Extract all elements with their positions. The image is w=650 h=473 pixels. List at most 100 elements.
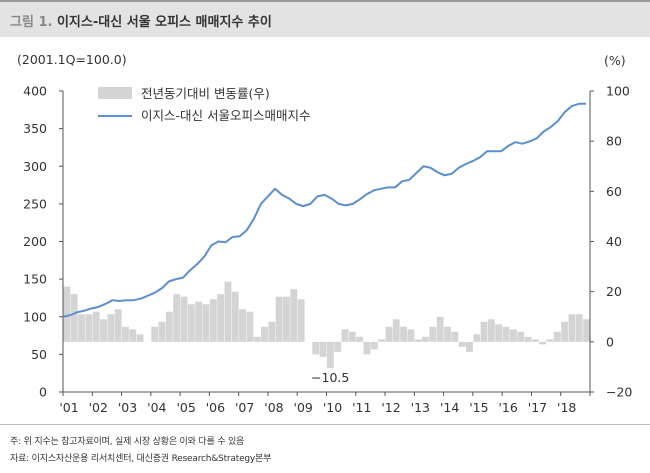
- bar: [261, 326, 268, 342]
- bar: [114, 309, 122, 342]
- bar: [326, 341, 334, 369]
- x-tick-label: '05: [176, 400, 195, 415]
- chart-title: 그림 1. 이지스-대신 서울 오피스 매매지수 추이: [10, 11, 272, 30]
- bar: [502, 326, 510, 342]
- bar: [583, 319, 590, 342]
- bar: [209, 299, 217, 342]
- left-axis-unit: (2001.1Q=100.0): [17, 52, 127, 67]
- x-tick-label: '08: [264, 400, 283, 415]
- bar: [546, 339, 554, 342]
- bar: [312, 341, 320, 355]
- bar: [341, 329, 349, 342]
- bars-layer: [63, 281, 590, 369]
- bar: [444, 326, 451, 342]
- left-tick-label: 150: [23, 272, 47, 287]
- right-tick-label: 20: [606, 284, 622, 299]
- bar: [63, 286, 71, 342]
- bar: [92, 311, 100, 342]
- bar: [487, 319, 495, 342]
- bar: [334, 341, 342, 352]
- left-tick-label: 100: [23, 309, 47, 324]
- bar: [283, 296, 290, 342]
- x-tick-label: '04: [147, 400, 166, 415]
- title-bar: 그림 1. 이지스-대신 서울 오피스 매매지수 추이: [0, 0, 650, 37]
- legend-line-label: 이지스-대신 서울오피스매매지수: [141, 108, 311, 123]
- bar: [173, 294, 181, 342]
- x-tick-label: '07: [235, 400, 254, 415]
- bar: [561, 321, 569, 342]
- bar: [187, 304, 195, 342]
- bar: [239, 309, 246, 342]
- left-tick-label: 300: [23, 159, 47, 174]
- bar: [319, 341, 327, 357]
- bar: [524, 336, 532, 342]
- right-axis-unit: (%): [604, 53, 626, 68]
- left-tick-label: 250: [23, 196, 47, 211]
- index-line: [62, 102, 586, 318]
- bar: [385, 326, 393, 342]
- legend: 전년동기대비 변동률(우) 이지스-대신 서울오피스매매지수: [98, 86, 311, 123]
- right-tick-label: 40: [606, 234, 622, 249]
- x-tick-label: '14: [440, 400, 459, 415]
- bar: [553, 331, 561, 342]
- bar: [370, 341, 378, 350]
- bar: [429, 326, 437, 342]
- bar: [268, 321, 276, 342]
- bar: [407, 329, 415, 342]
- bar: [165, 311, 173, 342]
- bar: [568, 314, 576, 342]
- bar: [202, 304, 210, 342]
- figure-number: 그림 1.: [10, 15, 53, 30]
- bar: [531, 339, 539, 342]
- right-tick-label: 80: [606, 134, 622, 149]
- bar: [473, 334, 481, 342]
- left-tick-label: 400: [23, 84, 47, 99]
- bar: [348, 331, 356, 342]
- footnote: 주: 위 지수는 참고자료이며, 실제 시장 상황은 이와 다를 수 있음: [10, 437, 245, 447]
- bar: [575, 314, 583, 342]
- bar: [414, 339, 422, 342]
- bar: [451, 331, 459, 342]
- bar: [480, 321, 488, 342]
- legend-bar-swatch: [98, 87, 132, 99]
- x-tick-label: '02: [89, 400, 108, 415]
- source-note: 자료: 이지스자산운용 리서치센터, 대신증권 Research&Strateg…: [10, 454, 272, 464]
- bar: [363, 341, 371, 355]
- line-layer: [62, 102, 586, 318]
- bar: [100, 319, 107, 342]
- bar: [151, 326, 159, 342]
- right-tick-label: 0: [606, 334, 614, 349]
- bar: [539, 341, 547, 345]
- bar: [78, 314, 85, 342]
- right-tick-label: 100: [606, 84, 630, 99]
- left-tick-label: 0: [39, 385, 47, 400]
- bar: [231, 291, 239, 342]
- bar: [297, 299, 305, 342]
- bar: [107, 314, 115, 342]
- ticks-layer: 0 50 100 150 200 250 300 350 400 −20 0 20 40 60 80 100 '…: [23, 84, 632, 416]
- bar: [495, 324, 503, 342]
- bar: [158, 321, 166, 342]
- bar: [356, 336, 364, 342]
- x-tick-label: '16: [498, 400, 517, 415]
- bar: [378, 339, 386, 342]
- chart-area: 0 50 100 150 200 250 300 350 400 −20 0 20 40 60 80 100 '…: [23, 84, 632, 416]
- bar: [85, 314, 93, 342]
- bar: [180, 296, 188, 342]
- bar: [246, 311, 254, 342]
- annotation-min-value: −10.5: [311, 370, 349, 385]
- right-tick-label: −20: [606, 385, 632, 400]
- bar: [129, 329, 137, 342]
- x-tick-label: '01: [59, 400, 78, 415]
- x-tick-label: '06: [206, 400, 225, 415]
- bar: [517, 331, 525, 342]
- left-tick-label: 200: [23, 234, 47, 249]
- x-tick-label: '17: [528, 400, 547, 415]
- bar: [195, 301, 203, 342]
- bar: [436, 316, 444, 342]
- bar: [217, 294, 225, 342]
- bar: [400, 326, 408, 342]
- bar: [509, 329, 517, 342]
- x-tick-label: '13: [411, 400, 430, 415]
- bar: [253, 336, 261, 342]
